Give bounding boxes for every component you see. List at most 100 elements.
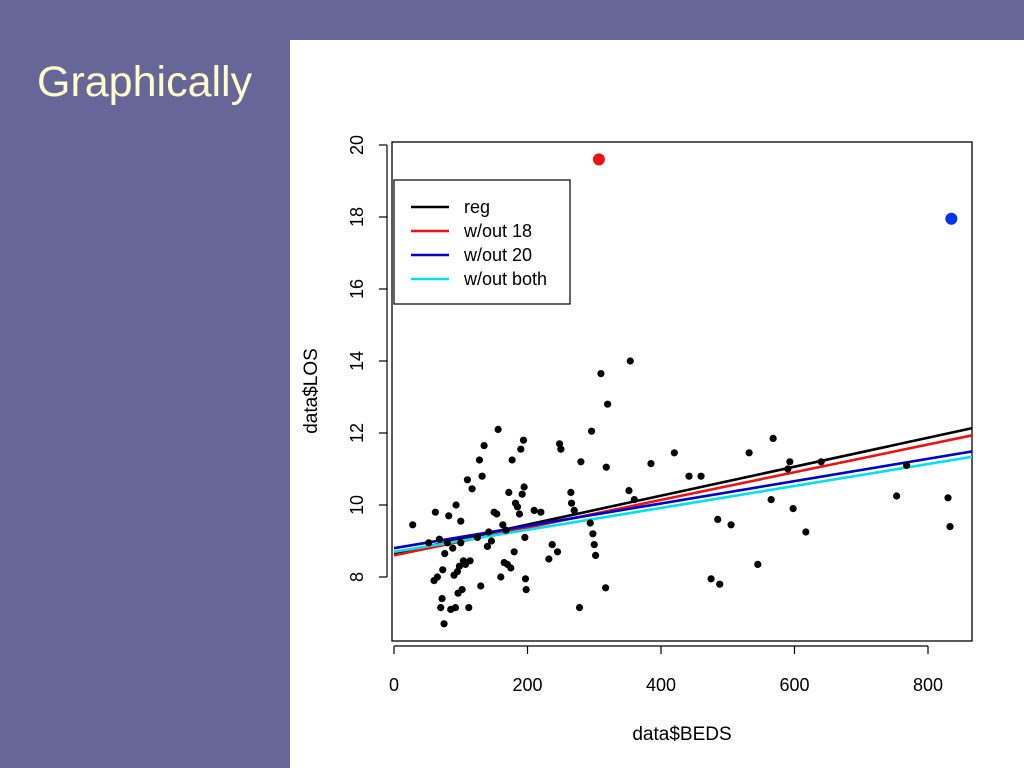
data-point [493,510,501,518]
data-point [626,357,634,365]
data-point [521,575,530,583]
data-point [903,461,911,469]
data-point [425,539,433,547]
data-point [510,548,518,556]
data-point [409,521,417,529]
data-point [946,523,954,531]
data-point [591,551,600,559]
data-point [473,533,482,541]
data-point [944,494,952,502]
data-point [597,370,605,378]
data-point [441,550,449,558]
data-point [437,604,445,612]
data-point [754,560,762,569]
data-point [589,530,597,538]
plot-frame [391,141,973,642]
scatter-plot: 0 200 400 600 800 8 10 12 14 16 18 20 reg w/out 18 w… [301,135,973,745]
y-tick-label: 18 [347,207,367,227]
data-point [466,557,474,565]
data-point [508,456,516,464]
x-tick-label: 0 [389,675,399,695]
data-point [485,528,493,536]
data-point [548,541,556,549]
data-point [440,620,448,628]
data-point [697,472,705,480]
data-point [789,505,797,513]
data-point [716,580,724,588]
data-point [685,472,693,480]
data-point [483,542,492,550]
data-point [505,488,513,496]
data-point [601,584,610,592]
data-point [468,485,476,493]
data-point [707,575,715,583]
data-point [451,604,460,612]
data-point [519,436,528,444]
data-point [786,458,794,466]
y-axis: 8 10 12 14 16 18 20 [347,135,388,582]
x-tick-label: 600 [779,675,809,695]
data-point [494,425,502,433]
data-point [518,490,526,498]
data-point [517,445,525,453]
data-point [537,508,545,516]
data-point [586,519,594,527]
data-point [475,456,484,464]
data-points [409,357,954,628]
data-point [784,465,792,473]
data-point [555,440,564,448]
data-point [457,517,465,525]
content-panel: 0 200 400 600 800 8 10 12 14 16 18 20 reg w/out 18 w… [290,40,1024,768]
highlighted-point [945,212,958,225]
data-point [455,562,464,570]
highlighted-points [592,153,958,225]
data-point [604,400,612,408]
data-point [647,460,655,468]
data-point [465,604,473,612]
x-tick-label: 400 [646,675,676,695]
data-point [449,544,457,552]
data-point [817,458,825,466]
data-point [499,521,507,529]
data-point [602,463,610,471]
reg-line-w-out-both [393,455,972,554]
legend-box [393,179,571,305]
legend: reg w/out 18 w/out 20 w/out both [393,179,571,305]
data-point [575,604,584,612]
y-tick-label: 12 [347,423,367,443]
data-point [570,506,578,514]
data-point [507,564,515,572]
data-point [769,434,777,442]
data-point [435,535,443,543]
x-tick-label: 200 [512,675,542,695]
y-tick-label: 20 [347,135,367,155]
data-point [553,548,562,556]
data-point [458,586,466,594]
data-point [480,442,488,450]
x-axis-label: data$BEDS [632,724,731,745]
data-point [745,449,753,457]
x-tick-label: 800 [913,675,943,695]
data-point [714,515,722,523]
data-point [515,510,524,518]
data-point [577,458,585,466]
data-point [477,582,485,590]
y-tick-label: 14 [347,351,367,371]
slide-title: Graphically [37,58,253,106]
data-point [802,528,810,536]
data-point [530,506,538,514]
data-point [443,539,451,547]
y-tick-label: 16 [347,279,367,299]
data-point [893,492,901,500]
data-point [439,566,447,574]
data-point [513,503,522,511]
y-tick-label: 10 [347,495,367,515]
data-point [522,586,530,594]
data-point [457,539,465,547]
top-bar [0,0,1024,40]
data-point [587,427,596,435]
data-point [630,496,638,504]
data-point [452,501,460,509]
x-axis: 0 200 400 600 800 [389,645,943,695]
legend-label: w/out 18 [463,221,532,241]
